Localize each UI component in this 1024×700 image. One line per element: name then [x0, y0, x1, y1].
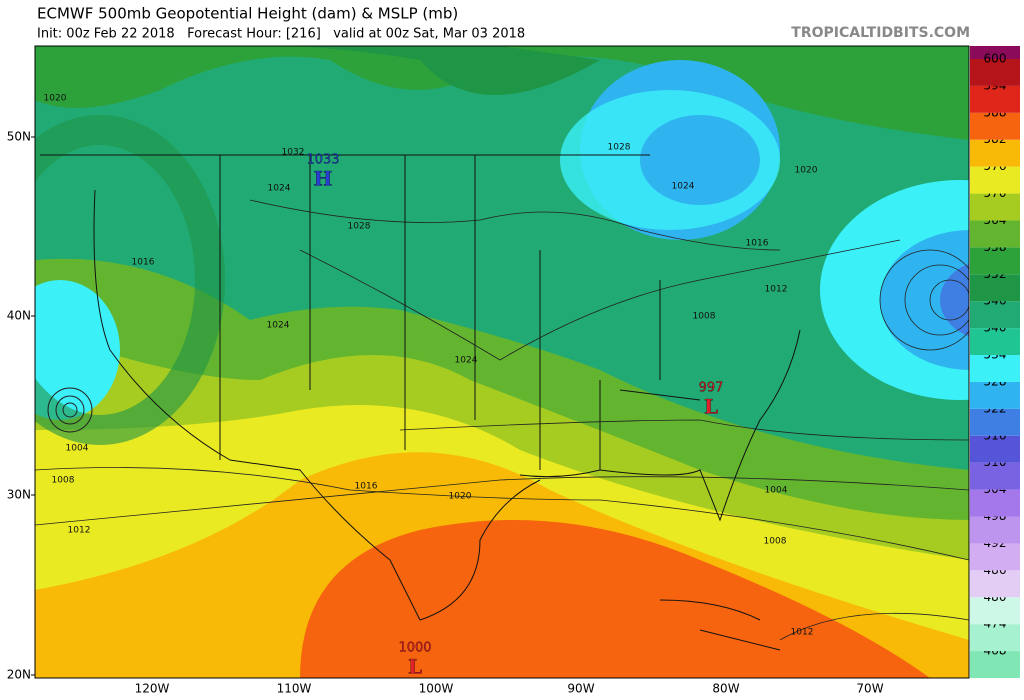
colorbar-cell [970, 624, 1020, 652]
borders [40, 154, 801, 651]
isobar-label: 1012 [765, 285, 788, 295]
latitude-label: 20N [7, 668, 31, 682]
isobar-label: 1020 [449, 492, 472, 502]
zone [300, 520, 930, 678]
colorbar-cell [970, 139, 1020, 167]
colorbar-cell [970, 381, 1020, 409]
isobar [55, 395, 85, 425]
longitude-label: 110W [277, 682, 312, 696]
isobar-label: 1024 [267, 321, 290, 331]
isobar-label: 1024 [672, 182, 695, 192]
longitude-label: 100W [419, 682, 454, 696]
pressure-symbol: L [704, 395, 718, 419]
zone [180, 46, 600, 95]
isobar-label: 1008 [693, 312, 716, 322]
colorbar-cell [970, 301, 1020, 329]
colorbar-cell [970, 355, 1020, 382]
zone [640, 115, 760, 205]
isobar-label: 1020 [795, 166, 818, 176]
isobar-label: 1008 [764, 537, 787, 547]
isobars [35, 199, 969, 641]
colorbar-cell [970, 435, 1020, 463]
isobar-label: 1004 [765, 486, 788, 496]
colorbar-cell [970, 112, 1020, 140]
longitude-label: 70W [856, 682, 883, 696]
colorbar-cell [970, 516, 1020, 544]
isobar-label: 1012 [791, 628, 814, 638]
colorbar-cell [970, 489, 1020, 517]
longitude-label: 120W [135, 682, 170, 696]
isobar-label: 1016 [355, 482, 378, 492]
subtitle: Init: 00z Feb 22 2018 Forecast Hour: [21… [37, 27, 525, 42]
pressure-value: 997 [699, 381, 724, 396]
title: ECMWF 500mb Geopotential Height (dam) & … [37, 5, 458, 23]
isobar-label: 1016 [746, 239, 769, 249]
zone [880, 230, 969, 370]
colorbar-cell [970, 570, 1020, 598]
isobar-label: 1032 [282, 148, 305, 158]
isobar [62, 402, 78, 418]
isobar-label: 1024 [455, 356, 478, 366]
isobar-label: 1004 [66, 444, 89, 454]
site: TROPICALTIDBITS.COM [791, 25, 970, 41]
latitude-label: 30N [7, 488, 31, 502]
zone [35, 280, 120, 420]
colorbar-cell [970, 247, 1020, 275]
isobar-label: 1028 [348, 222, 371, 232]
colorbar-label: 600 [984, 52, 1007, 66]
isobar-label: 1020 [44, 94, 67, 104]
longitude-label: 80W [712, 682, 739, 696]
colorbar-cell [970, 597, 1020, 625]
colorbar-cell [970, 59, 1020, 86]
colorbar-cell [970, 193, 1020, 221]
zone [35, 115, 225, 445]
pressure-value: 1033 [306, 153, 339, 168]
colorbar-cell [970, 543, 1020, 571]
isobar-label: 1012 [68, 526, 91, 536]
latitude-label: 50N [7, 130, 31, 144]
pressure-symbol: L [408, 655, 422, 679]
colorbar-cell [970, 274, 1020, 302]
isobar-label: 1008 [52, 476, 75, 486]
colorbar-cell [970, 220, 1020, 248]
zone [940, 263, 969, 337]
map [35, 46, 969, 678]
pressure-symbol: H [314, 167, 333, 191]
colorbar-top [970, 46, 1020, 59]
isobar-label: 1028 [608, 143, 631, 153]
zone [35, 46, 969, 140]
map-frame [34, 45, 970, 679]
longitude-label: 90W [567, 682, 594, 696]
colorbar-cell [970, 462, 1020, 490]
colorbar-cell [970, 166, 1020, 194]
isobar-label: 1016 [132, 258, 155, 268]
colorbar-cell [970, 328, 1020, 356]
pressure-value: 1000 [398, 641, 431, 656]
isobar-label: 1024 [268, 184, 291, 194]
colorbar-cell [970, 408, 1020, 436]
colorbar-cell [970, 651, 1020, 678]
colorbar-cell [970, 85, 1020, 113]
isobar [47, 387, 93, 433]
latitude-label: 40N [7, 309, 31, 323]
